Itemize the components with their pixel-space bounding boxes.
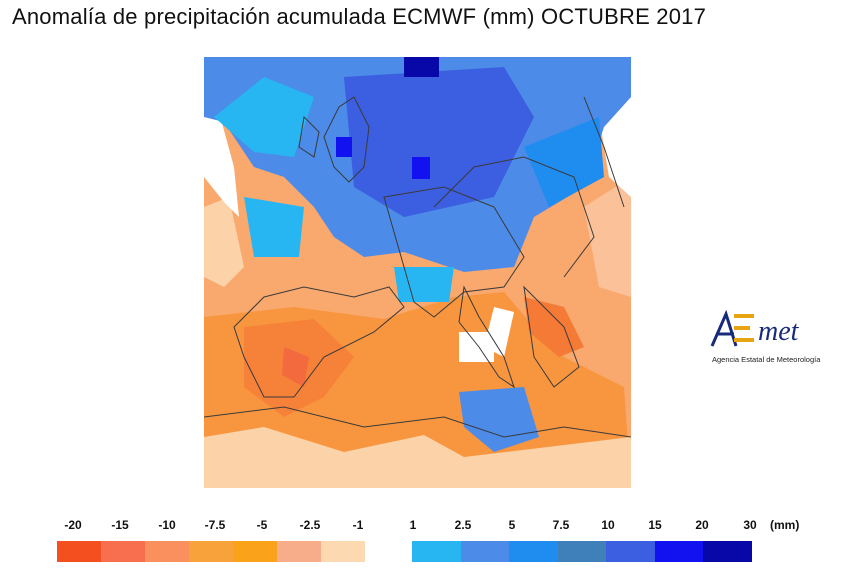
anomaly-zero-west: [204, 112, 239, 217]
positive-tick-label: 5: [508, 518, 516, 532]
svg-text:met: met: [758, 316, 800, 347]
positive-swatch: [703, 541, 752, 562]
negative-swatch: [145, 541, 189, 562]
positive-swatch: [412, 541, 461, 562]
positive-swatch: [606, 541, 655, 562]
negative-tick-label: -10: [158, 518, 176, 532]
positive-tick-label: 7.5: [552, 518, 570, 532]
negative-tick-label: -20: [64, 518, 82, 532]
anomaly-wet-light-west: [214, 77, 314, 157]
anomaly-south-light: [204, 427, 631, 488]
positive-swatch: [460, 541, 509, 562]
positive-tick-label: 20: [695, 518, 709, 532]
negative-swatch: [233, 541, 277, 562]
positive-tick-label: 1: [409, 518, 417, 532]
anomaly-wet-alps: [394, 267, 454, 302]
anomaly-balkans-dry: [524, 297, 584, 357]
logo-subtitle: Agencia Estatal de Meteorología: [712, 355, 821, 364]
anomaly-peak-england: [336, 137, 352, 157]
positive-swatch: [654, 541, 703, 562]
positive-tick-label: 10: [601, 518, 615, 532]
positive-swatch: [509, 541, 558, 562]
negative-swatch: [277, 541, 321, 562]
negative-tick-label: -15: [111, 518, 129, 532]
positive-tick-label: 30: [743, 518, 757, 532]
negative-tick-label: -5: [256, 518, 268, 532]
anomaly-peak-germany: [412, 157, 430, 179]
negative-tick-label: -7.5: [204, 518, 226, 532]
page-title: Anomalía de precipitación acumulada ECMW…: [12, 4, 707, 29]
anomaly-wet-biscay: [244, 197, 304, 257]
anomaly-iberia-core: [282, 347, 309, 387]
negative-swatch: [101, 541, 145, 562]
anomaly-wet-mid-east: [524, 117, 604, 207]
precipitation-anomaly-map: [204, 57, 631, 488]
aemet-logo: met: [710, 309, 800, 347]
anomaly-east-light: [584, 177, 631, 297]
coastlines: [204, 96, 631, 438]
anomaly-wet-strong: [344, 67, 534, 217]
positive-swatch: [557, 541, 606, 562]
negative-tick-label: -1: [352, 518, 364, 532]
anomaly-atlantic-light: [204, 197, 244, 287]
negative-swatch: [321, 541, 365, 562]
positive-tick-label: 2.5: [454, 518, 472, 532]
anomaly-wet-libya: [459, 387, 539, 452]
positive-tick-label: 15: [648, 518, 662, 532]
anomaly-zero-tyrrhenian: [459, 332, 494, 362]
legend-unit: (mm): [770, 518, 800, 532]
negative-swatch: [189, 541, 233, 562]
negative-tick-label: -2.5: [299, 518, 321, 532]
anomaly-peak-north-sea: [404, 57, 439, 77]
negative-swatch: [57, 541, 101, 562]
